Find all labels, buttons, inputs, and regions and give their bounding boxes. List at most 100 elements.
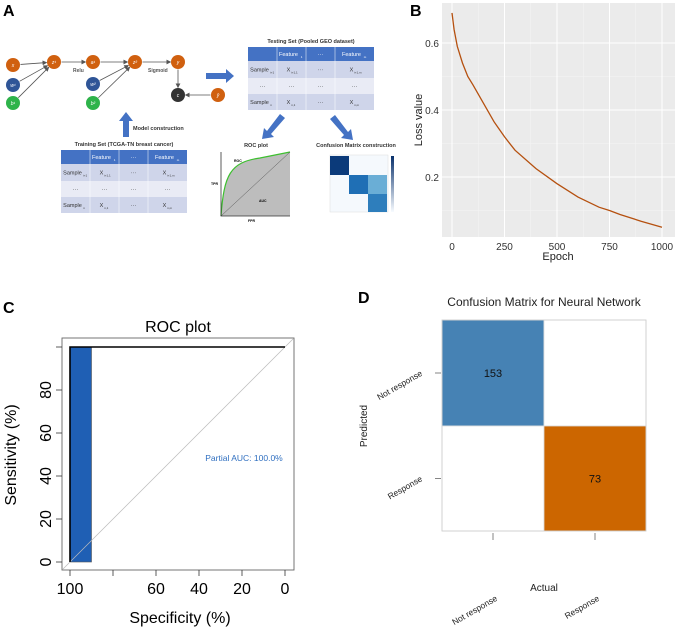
- table-cell: ···: [318, 100, 324, 106]
- node-b1: [6, 96, 20, 110]
- table-cell: Sample: [63, 171, 82, 177]
- roc-mini-auc-label: AUC: [259, 199, 267, 203]
- roc-ylabel: Sensitivity (%): [3, 404, 20, 505]
- training-set-title: Training Set (TCGA-TN breast cancer): [75, 142, 174, 148]
- roc-xtick-label: 20: [233, 581, 251, 598]
- table-cell: ···: [102, 187, 108, 193]
- roc-plot-mini: ROC TPR FPR AUC: [211, 151, 291, 223]
- table-cell-subscript: m: [364, 55, 367, 59]
- loss-xlabel: Epoch: [542, 251, 573, 263]
- node-label-z1: z¹: [51, 60, 57, 66]
- loss-ytick-label: 0.6: [425, 39, 439, 50]
- table-cell-subscript: i+1,m: [354, 71, 362, 75]
- table-cell: X: [163, 203, 167, 209]
- roc-ytick-label: 0: [38, 557, 55, 566]
- roc-xlabel: Specificity (%): [129, 610, 230, 627]
- table-cell: Feature: [155, 155, 174, 161]
- table-row: [248, 78, 374, 94]
- table-cell: ···: [318, 68, 324, 74]
- arrow-to-roc-icon: [262, 114, 285, 139]
- table-cell: ···: [352, 84, 358, 90]
- table-cell: Feature: [342, 52, 361, 58]
- table-row: [61, 197, 187, 213]
- roc-curve: [69, 346, 285, 562]
- roc-ytick-label: 20: [38, 510, 55, 528]
- panel-d-confusion-matrix: Confusion Matrix for Neural Network 153 7…: [359, 295, 647, 627]
- table-header-row: [61, 150, 187, 164]
- node-label-w1: w¹: [10, 83, 16, 89]
- roc-ytick-label: 60: [38, 424, 55, 442]
- loss-xtick-label: 500: [549, 242, 566, 253]
- table-cell: ···: [318, 52, 324, 58]
- node-z2: [128, 55, 142, 69]
- confusion-xlabel: Actual: [530, 583, 558, 594]
- confusion-border: [441, 319, 647, 532]
- table-cell: Feature: [279, 52, 298, 58]
- roc-mini-fpr-label: FPR: [248, 219, 255, 223]
- table-row: [248, 94, 374, 110]
- confusion-cell-value: 153: [484, 368, 502, 380]
- node-x: [6, 58, 20, 72]
- confusion-matrix-mini-title: Confusion Matrix construction: [316, 143, 396, 149]
- node-b2: [86, 96, 100, 110]
- table-cell: ···: [318, 84, 324, 90]
- table-cell: Sample: [250, 68, 269, 74]
- panel-label-d: D: [358, 290, 370, 307]
- node-label-b1: b¹: [11, 101, 16, 107]
- confusion-ytick-label: Not response: [375, 368, 424, 402]
- node-label-c: c: [177, 93, 180, 99]
- panel-label-c: C: [3, 300, 15, 317]
- confusion-ytick-label: Response: [386, 473, 424, 501]
- roc-plot-mini-title: ROC plot: [244, 143, 268, 149]
- node-w2: [86, 77, 100, 91]
- table-cell: X: [287, 68, 291, 74]
- roc-plot-box: [61, 337, 295, 571]
- table-cell-subscript: n,1: [104, 206, 109, 210]
- table-cell-subscript: n: [83, 206, 85, 210]
- sigmoid-label: Sigmoid: [148, 68, 168, 74]
- table-cell-subscript: m: [177, 158, 180, 162]
- panel-a-diagram: x w¹ b¹ z¹ a¹ w² b² z² y c ŷ Relu Sigmoid Model co…: [6, 39, 397, 223]
- roc-xtick-label: 40: [190, 581, 208, 598]
- roc-ytick-label: 80: [38, 381, 55, 399]
- roc-diagonal: [62, 338, 294, 570]
- table-cell-subscript: n: [270, 103, 272, 107]
- confusion-cell: [441, 319, 545, 427]
- table-cell-subscript: n,m: [167, 206, 173, 210]
- node-z1: [47, 55, 61, 69]
- roc-title: ROC plot: [145, 319, 211, 336]
- node-label-z2: z²: [132, 60, 138, 66]
- model-construction-label: Model construction: [133, 126, 184, 132]
- confusion-ylabel: Predicted: [359, 405, 370, 447]
- table-row: [248, 61, 374, 78]
- confusion-cell: [543, 319, 647, 427]
- loss-ytick-label: 0.2: [425, 173, 439, 184]
- arrow-to-testing-icon: [206, 69, 234, 83]
- roc-xtick-label: 100: [57, 581, 84, 598]
- roc-ytick-label: 40: [38, 467, 55, 485]
- confusion-title: Confusion Matrix for Neural Network: [447, 295, 641, 309]
- table-cell: ···: [289, 84, 295, 90]
- confusion-cell-value: 73: [589, 474, 601, 486]
- table-cell: X: [350, 68, 354, 74]
- loss-xtick-label: 750: [601, 242, 618, 253]
- model-construction-arrow-icon: [119, 112, 133, 137]
- panel-label-b: B: [410, 3, 422, 20]
- partial-auc-annotation: Partial AUC: 100.0%: [205, 453, 283, 463]
- node-y: [171, 55, 185, 69]
- table-cell-subscript: 1: [114, 158, 116, 162]
- node-yhat: [211, 88, 225, 102]
- confusion-cell: [441, 425, 545, 532]
- table-cell: Feature: [92, 155, 111, 161]
- edge-w1-z1: [19, 65, 49, 82]
- loss-xtick-label: 1000: [651, 242, 674, 253]
- table-cell-subscript: i+1,1: [104, 174, 111, 178]
- table-cell: Sample: [250, 100, 269, 106]
- roc-mini-roc-label: ROC: [234, 159, 242, 163]
- roc-xtick-label: 60: [147, 581, 165, 598]
- table-header-row: [248, 47, 374, 61]
- panel-b-loss-chart: 0 250 500 750 1000 0.2 0.4 0.6 Epoch Loss value: [413, 3, 675, 263]
